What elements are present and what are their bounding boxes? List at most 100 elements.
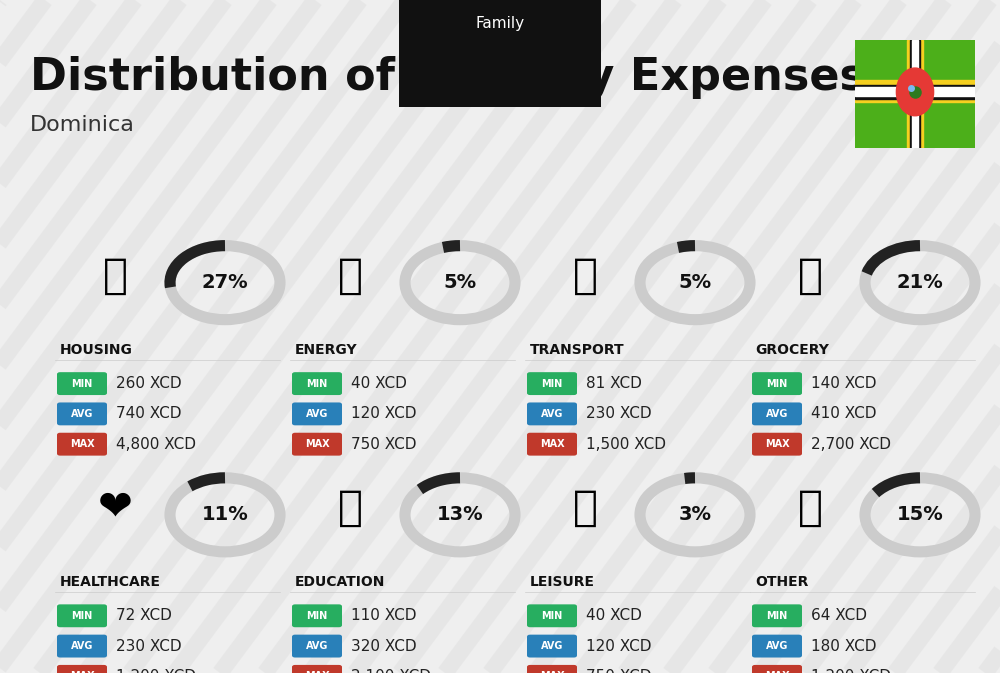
- Text: MIN: MIN: [306, 379, 328, 388]
- FancyBboxPatch shape: [752, 604, 802, 627]
- FancyBboxPatch shape: [854, 39, 976, 149]
- Text: 180 XCD: 180 XCD: [811, 639, 876, 653]
- Text: AVG: AVG: [306, 409, 328, 419]
- FancyBboxPatch shape: [292, 372, 342, 395]
- Text: 40 XCD: 40 XCD: [586, 608, 642, 623]
- Text: 5%: 5%: [678, 273, 712, 292]
- Text: AVG: AVG: [541, 641, 563, 651]
- Text: 4,800 XCD: 4,800 XCD: [116, 437, 196, 452]
- FancyBboxPatch shape: [292, 665, 342, 673]
- Text: MIN: MIN: [766, 379, 788, 388]
- Text: 3%: 3%: [679, 505, 712, 524]
- Text: 40 XCD: 40 XCD: [351, 376, 407, 391]
- FancyBboxPatch shape: [292, 433, 342, 456]
- Text: 11%: 11%: [202, 505, 248, 524]
- Text: 🚌: 🚌: [573, 255, 598, 297]
- Text: 72 XCD: 72 XCD: [116, 608, 172, 623]
- FancyBboxPatch shape: [57, 433, 107, 456]
- Text: GROCERY: GROCERY: [755, 343, 829, 357]
- FancyBboxPatch shape: [292, 402, 342, 425]
- Text: Dominica: Dominica: [30, 114, 135, 135]
- FancyBboxPatch shape: [752, 635, 802, 658]
- Text: 🛒: 🛒: [798, 255, 822, 297]
- Text: 🔌: 🔌: [338, 255, 362, 297]
- Text: 140 XCD: 140 XCD: [811, 376, 876, 391]
- Text: 750 XCD: 750 XCD: [586, 669, 652, 673]
- Text: 15%: 15%: [897, 505, 943, 524]
- Text: TRANSPORT: TRANSPORT: [530, 343, 625, 357]
- Text: 2,100 XCD: 2,100 XCD: [351, 669, 431, 673]
- Text: 120 XCD: 120 XCD: [351, 406, 416, 421]
- FancyBboxPatch shape: [57, 665, 107, 673]
- Text: MIN: MIN: [71, 379, 93, 388]
- Bar: [855, 80, 975, 102]
- Text: AVG: AVG: [541, 409, 563, 419]
- Bar: [855, 85, 975, 98]
- Text: MIN: MIN: [541, 611, 563, 621]
- Text: 5%: 5%: [443, 273, 477, 292]
- FancyBboxPatch shape: [57, 635, 107, 658]
- Text: 27%: 27%: [202, 273, 248, 292]
- Text: ENERGY: ENERGY: [295, 343, 358, 357]
- Text: MAX: MAX: [765, 439, 789, 449]
- FancyBboxPatch shape: [527, 372, 577, 395]
- Text: 64 XCD: 64 XCD: [811, 608, 867, 623]
- Bar: [907, 40, 923, 148]
- Text: 🎓: 🎓: [338, 487, 362, 529]
- Text: HOUSING: HOUSING: [60, 343, 133, 357]
- Text: 2,700 XCD: 2,700 XCD: [811, 437, 891, 452]
- FancyBboxPatch shape: [752, 433, 802, 456]
- Text: MAX: MAX: [540, 672, 564, 673]
- Text: 410 XCD: 410 XCD: [811, 406, 876, 421]
- Text: 👜: 👜: [798, 487, 822, 529]
- FancyBboxPatch shape: [292, 635, 342, 658]
- Text: MAX: MAX: [540, 439, 564, 449]
- Text: ❤️: ❤️: [98, 487, 132, 529]
- Text: AVG: AVG: [71, 641, 93, 651]
- Text: 1,200 XCD: 1,200 XCD: [116, 669, 196, 673]
- FancyBboxPatch shape: [57, 372, 107, 395]
- Text: MIN: MIN: [766, 611, 788, 621]
- Text: EDUCATION: EDUCATION: [295, 575, 385, 589]
- Circle shape: [896, 68, 934, 116]
- Text: AVG: AVG: [306, 641, 328, 651]
- Text: MAX: MAX: [70, 439, 94, 449]
- FancyBboxPatch shape: [527, 604, 577, 627]
- Text: AVG: AVG: [766, 409, 788, 419]
- Text: 260 XCD: 260 XCD: [116, 376, 182, 391]
- FancyBboxPatch shape: [752, 402, 802, 425]
- Text: 740 XCD: 740 XCD: [116, 406, 182, 421]
- Text: 120 XCD: 120 XCD: [586, 639, 652, 653]
- Text: 21%: 21%: [897, 273, 943, 292]
- FancyBboxPatch shape: [57, 604, 107, 627]
- Text: AVG: AVG: [71, 409, 93, 419]
- Text: 1,500 XCD: 1,500 XCD: [586, 437, 666, 452]
- Text: MAX: MAX: [70, 672, 94, 673]
- FancyBboxPatch shape: [527, 402, 577, 425]
- Bar: [912, 40, 918, 148]
- Text: 110 XCD: 110 XCD: [351, 608, 416, 623]
- Text: 230 XCD: 230 XCD: [586, 406, 652, 421]
- Text: AVG: AVG: [766, 641, 788, 651]
- Bar: [855, 87, 975, 96]
- Text: 320 XCD: 320 XCD: [351, 639, 417, 653]
- Text: 230 XCD: 230 XCD: [116, 639, 182, 653]
- Text: 1,200 XCD: 1,200 XCD: [811, 669, 891, 673]
- Text: MIN: MIN: [71, 611, 93, 621]
- FancyBboxPatch shape: [527, 433, 577, 456]
- FancyBboxPatch shape: [527, 635, 577, 658]
- FancyBboxPatch shape: [292, 604, 342, 627]
- Text: 750 XCD: 750 XCD: [351, 437, 416, 452]
- Text: Family: Family: [475, 16, 525, 31]
- Text: MAX: MAX: [305, 439, 329, 449]
- Text: 13%: 13%: [437, 505, 483, 524]
- FancyBboxPatch shape: [752, 665, 802, 673]
- Text: MIN: MIN: [541, 379, 563, 388]
- Text: OTHER: OTHER: [755, 575, 808, 589]
- Text: MAX: MAX: [305, 672, 329, 673]
- Text: HEALTHCARE: HEALTHCARE: [60, 575, 161, 589]
- FancyBboxPatch shape: [57, 402, 107, 425]
- Text: 81 XCD: 81 XCD: [586, 376, 642, 391]
- FancyBboxPatch shape: [527, 665, 577, 673]
- FancyBboxPatch shape: [752, 372, 802, 395]
